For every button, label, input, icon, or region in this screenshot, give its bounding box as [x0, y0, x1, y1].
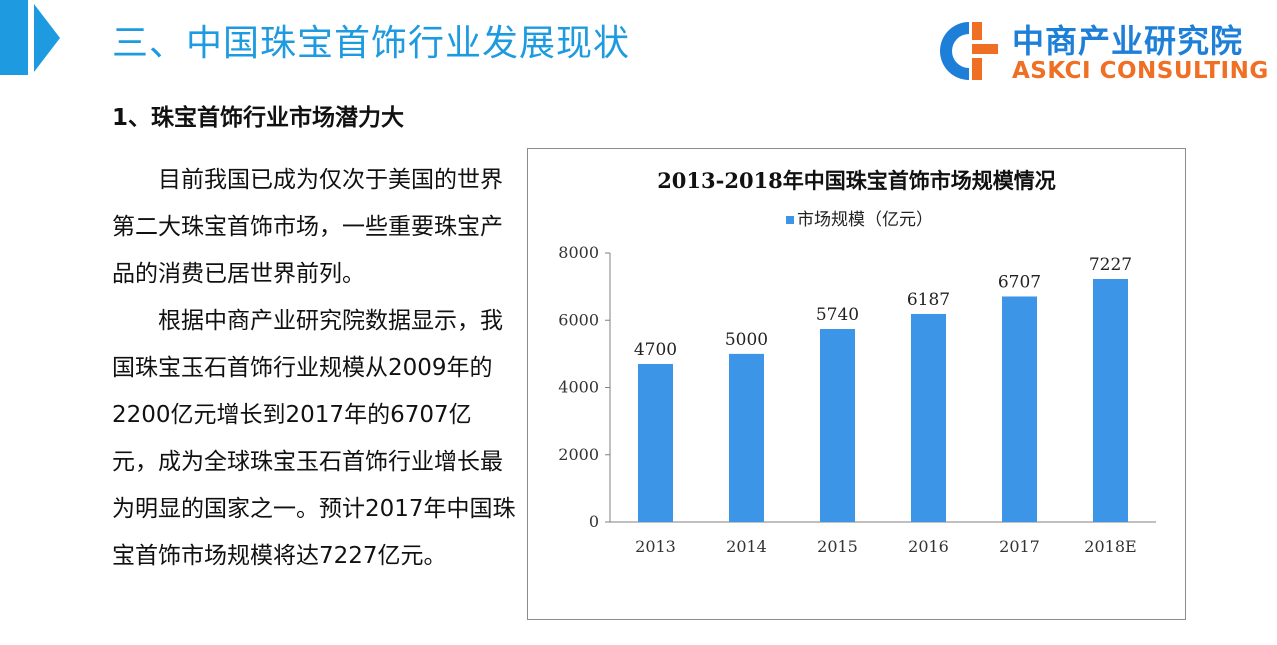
data-label: 5740: [816, 305, 859, 325]
header-accent-bar: [0, 0, 28, 75]
chart-title: 2013-2018年中国珠宝首饰市场规模情况: [657, 168, 1056, 193]
data-label: 7227: [1089, 255, 1132, 275]
legend-label: 市场规模（亿元）: [797, 210, 933, 230]
bar: [1093, 278, 1128, 522]
x-tick-label: 2017: [999, 537, 1040, 556]
logo-name-en: ASKCI CONSULTING: [1012, 58, 1269, 84]
y-tick-label: 4000: [558, 378, 599, 397]
bar: [911, 313, 946, 522]
y-tick-label: 8000: [558, 243, 599, 262]
x-tick-label: 2018E: [1084, 537, 1136, 556]
y-tick-label: 2000: [558, 445, 599, 464]
x-tick-label: 2015: [817, 537, 858, 556]
data-label: 6187: [907, 290, 950, 310]
bar: [638, 363, 673, 522]
bar: [1002, 296, 1037, 522]
data-label: 4700: [634, 340, 677, 360]
logo-name-cn: 中商产业研究院: [1012, 22, 1244, 60]
x-tick-label: 2013: [635, 537, 676, 556]
y-tick-label: 0: [589, 512, 599, 531]
y-tick-label: 6000: [558, 310, 599, 329]
x-tick-label: 2014: [726, 537, 767, 556]
bar-chart: 2013-2018年中国珠宝首饰市场规模情况 市场规模（亿元） 0 2000 400…: [527, 148, 1186, 620]
bar: [729, 353, 764, 522]
company-logo: 中商产业研究院 ASKCI CONSULTING: [936, 18, 1274, 88]
x-tick-label: 2016: [908, 537, 949, 556]
header-arrow-icon: [34, 4, 60, 72]
subheading: 1、珠宝首饰行业市场潜力大: [112, 105, 405, 131]
data-label: 6707: [998, 272, 1041, 292]
data-label: 5000: [725, 330, 768, 350]
body-text: 目前我国已成为仅次于美国的世界第二大珠宝首饰市场，一些重要珠宝产品的消费已居世界…: [112, 157, 516, 580]
paragraph-2: 根据中商产业研究院数据显示，我国珠宝玉石首饰行业规模从2009年的2200亿元增…: [112, 308, 516, 569]
paragraph-1: 目前我国已成为仅次于美国的世界第二大珠宝首饰市场，一些重要珠宝产品的消费已居世界…: [112, 167, 503, 287]
chart-plot-area: 0 2000 4000 6000 8000 4700 2013 5000 2014 5740 201…: [558, 243, 1156, 556]
legend-swatch: [786, 216, 794, 224]
chart-legend: 市场规模（亿元）: [786, 205, 933, 230]
section-title: 三、中国珠宝首饰行业发展现状: [112, 23, 631, 64]
bar: [820, 328, 855, 522]
askci-logo-icon: [940, 22, 998, 80]
